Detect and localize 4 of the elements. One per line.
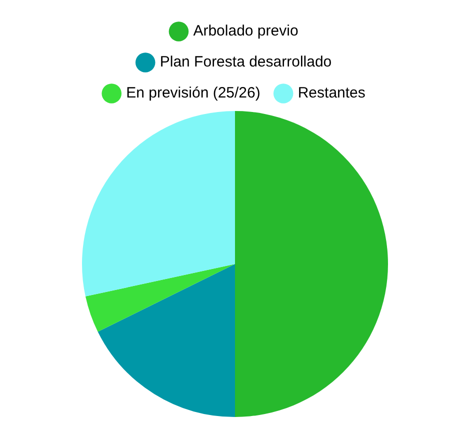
legend-label: Restantes	[298, 84, 366, 102]
legend-label: Plan Foresta desarrollado	[160, 54, 332, 71]
legend-label: En previsión (25/26)	[126, 84, 260, 102]
legend-label: Arbolado previo	[193, 22, 298, 40]
